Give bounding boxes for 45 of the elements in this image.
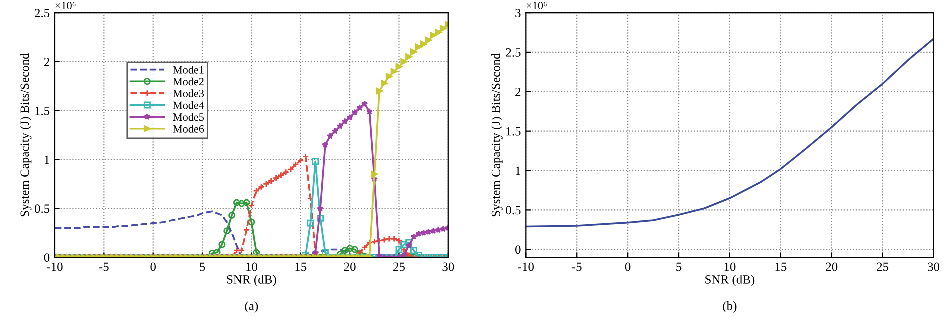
x-tick-label: 30	[442, 262, 454, 272]
text: (b)	[723, 302, 737, 313]
x-tick-label: 0	[625, 262, 631, 272]
legend-label: Mode5	[173, 113, 204, 122]
legend-label: Mode3	[173, 90, 204, 98]
y-tick-label: 2.5	[35, 9, 50, 18]
text: ×10⁶	[527, 2, 547, 10]
x-tick-label: -5	[99, 262, 109, 272]
x-tick-label: -5	[572, 262, 582, 272]
x-tick-label: -10	[518, 262, 534, 272]
y-tick-label: 3	[516, 9, 521, 18]
y-tick-label: 1.5	[506, 127, 521, 136]
x-tick-label: -10	[47, 262, 63, 272]
y-tick-label: 0.5	[34, 204, 50, 214]
y-tick-label: 1	[44, 156, 50, 164]
x-tick-label: 15	[296, 262, 307, 272]
text: (a)	[245, 302, 258, 313]
y-tick-label: 2	[516, 88, 521, 96]
x-tick-label: 10	[246, 262, 258, 272]
x-tick-label: 20	[344, 262, 356, 272]
y-tick-label: 1	[516, 166, 521, 176]
y-tick-label: 1.5	[36, 106, 50, 116]
legend-label: Mode2	[173, 78, 204, 86]
x-tick-label: 15	[776, 262, 787, 272]
y-tick-label: 0	[516, 246, 521, 254]
y-tick-label: 2.5	[506, 48, 521, 57]
y-tick-label: 0.5	[506, 206, 521, 215]
x-tick-label: 5	[676, 262, 682, 272]
legend-label: Mode6	[173, 125, 204, 133]
y-tick-label: 2	[44, 58, 50, 66]
legend-label: Mode1	[173, 66, 204, 74]
x-tick-label: 30	[928, 262, 940, 272]
x-tick-label: 25	[394, 262, 405, 272]
text: ×10⁶	[56, 2, 76, 10]
x-axis-title: SNR (dB)	[706, 275, 755, 286]
x-tick-label: 10	[724, 262, 736, 272]
y-axis-title: System Capacity (J) Bits/Second	[20, 53, 32, 217]
x-tick-label: 5	[200, 262, 206, 272]
y-axis-title: System Capacity (J) Bits/Second	[492, 53, 503, 217]
legend-label: Mode4	[173, 101, 204, 110]
x-axis-title: SNR (dB)	[227, 275, 276, 286]
x-tick-label: 25	[877, 262, 889, 272]
x-tick-label: 0	[150, 262, 156, 272]
x-tick-label: 20	[826, 262, 838, 272]
y-tick-label: 0	[44, 254, 50, 262]
